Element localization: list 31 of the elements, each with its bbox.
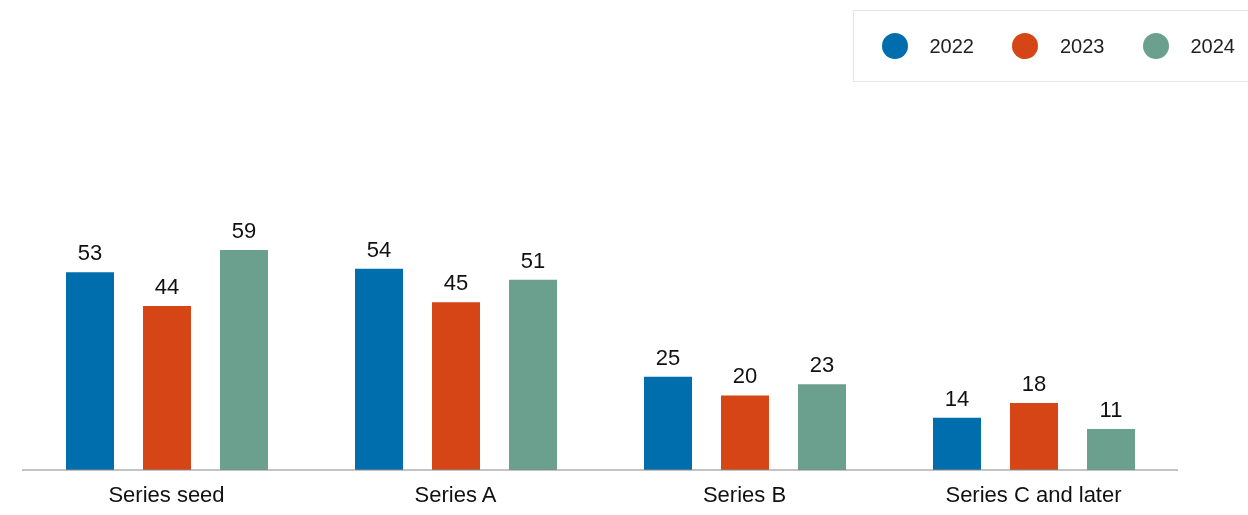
bar xyxy=(1087,428,1135,470)
bar xyxy=(798,384,846,470)
legend-label: 2024 xyxy=(1190,34,1235,58)
bar xyxy=(1010,402,1058,470)
bar xyxy=(220,250,268,470)
data-label: 23 xyxy=(809,352,835,378)
x-tick-label: Series B xyxy=(702,481,787,507)
data-label: 44 xyxy=(154,273,180,299)
x-tick-label: Series seed xyxy=(108,481,225,507)
data-label: 18 xyxy=(1021,370,1047,396)
data-label: 45 xyxy=(443,270,469,296)
data-label: 54 xyxy=(366,236,392,262)
bar xyxy=(509,279,557,470)
data-label: 51 xyxy=(520,247,546,273)
bar xyxy=(644,376,692,470)
bar xyxy=(933,417,981,470)
bar xyxy=(355,268,403,470)
bar xyxy=(432,302,480,470)
bar xyxy=(66,272,114,470)
data-label: 25 xyxy=(655,344,681,370)
data-label: 53 xyxy=(77,240,103,266)
legend-label: 2023 xyxy=(1060,34,1105,58)
bar xyxy=(721,395,769,470)
bar xyxy=(143,305,191,470)
x-tick-label: Series C and later xyxy=(945,481,1122,507)
data-label: 59 xyxy=(231,218,257,243)
data-label: 11 xyxy=(1099,396,1123,422)
data-label: 14 xyxy=(944,385,970,411)
legend-label: 2022 xyxy=(929,34,974,58)
data-label: 20 xyxy=(732,363,758,389)
x-tick-label: Series A xyxy=(414,481,497,507)
